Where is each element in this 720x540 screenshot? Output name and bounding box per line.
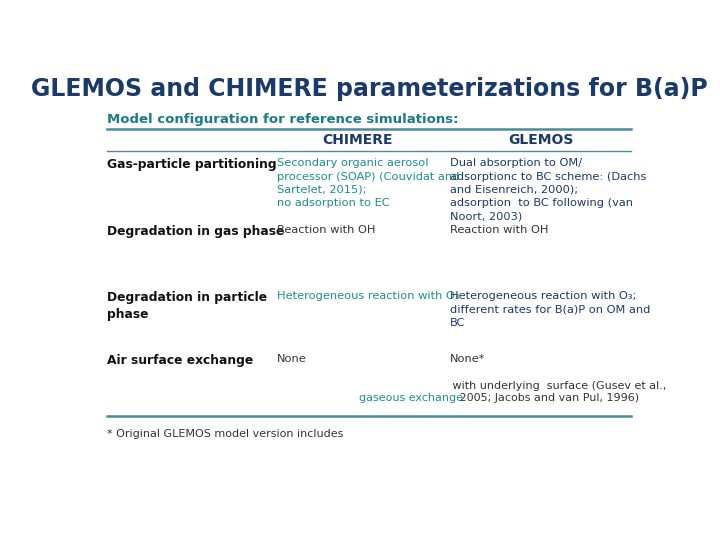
Text: None: None — [277, 354, 307, 364]
Text: Dual absorption to OM/
adsorptionc to BC scheme: (Dachs
and Eisenreich, 2000);
a: Dual absorption to OM/ adsorptionc to BC… — [450, 158, 647, 221]
Text: gaseous exchange: gaseous exchange — [359, 393, 463, 402]
Text: * Original GLEMOS model version includes: * Original GLEMOS model version includes — [107, 429, 346, 438]
Text: Heterogeneous reaction with O₃;
different rates for B(a)P on OM and
BC: Heterogeneous reaction with O₃; differen… — [450, 292, 650, 328]
Text: Reaction with OH: Reaction with OH — [450, 225, 549, 235]
Text: Gas-particle partitioning: Gas-particle partitioning — [107, 158, 276, 171]
Text: with underlying  surface (Gusev et al.,
   2005; Jacobs and van Pul, 1996): with underlying surface (Gusev et al., 2… — [449, 381, 666, 402]
Text: Degradation in gas phase: Degradation in gas phase — [107, 225, 284, 238]
Text: Heterogeneous reaction with O₃: Heterogeneous reaction with O₃ — [277, 292, 459, 301]
Text: Air surface exchange: Air surface exchange — [107, 354, 253, 367]
Text: Degradation in particle
phase: Degradation in particle phase — [107, 292, 267, 321]
Text: Secondary organic aerosol
processor (SOAP) (Couvidat and
Sartelet, 2015);
no ads: Secondary organic aerosol processor (SOA… — [277, 158, 459, 208]
Text: CHIMERE: CHIMERE — [323, 133, 393, 147]
Text: GLEMOS: GLEMOS — [508, 133, 573, 147]
Text: Model configuration for reference simulations:: Model configuration for reference simula… — [107, 113, 458, 126]
Text: None*: None* — [450, 354, 485, 364]
Text: GLEMOS and CHIMERE parameterizations for B(a)P: GLEMOS and CHIMERE parameterizations for… — [31, 77, 707, 102]
Text: Reaction with OH: Reaction with OH — [277, 225, 375, 235]
